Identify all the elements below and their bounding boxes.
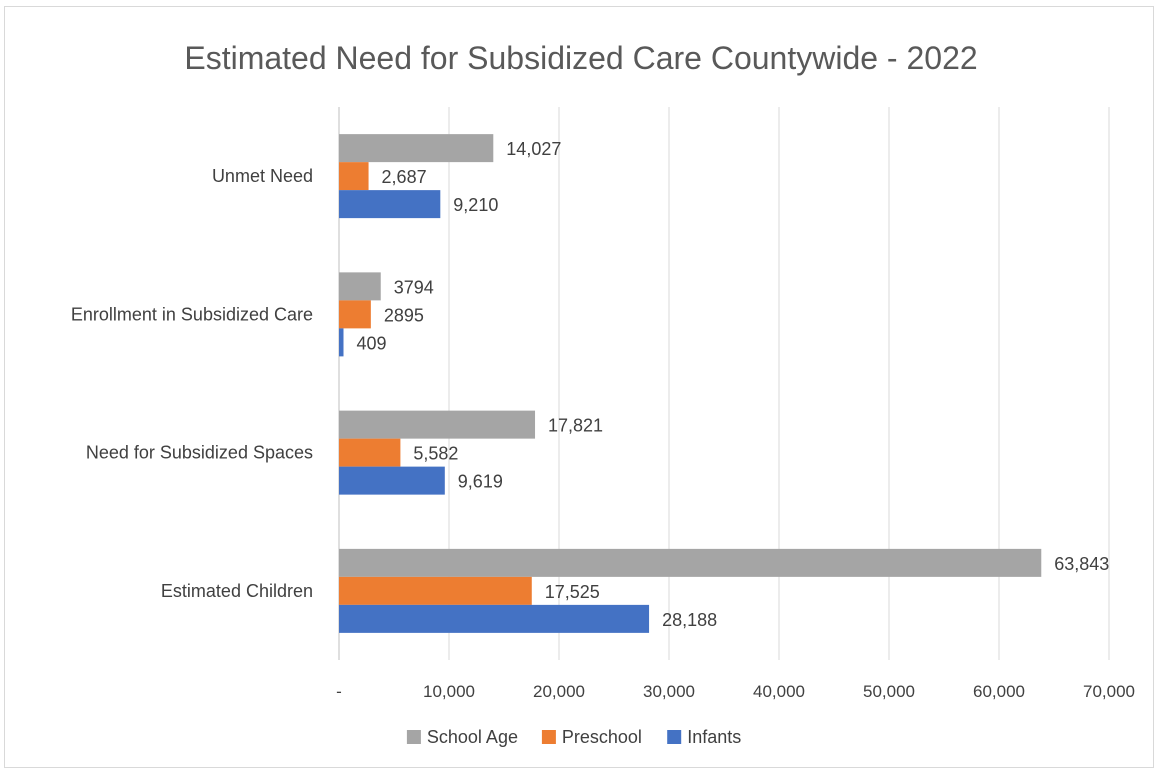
bar-preschool (339, 576, 532, 605)
x-tick-label: 20,000 (533, 682, 585, 701)
data-label: 2,687 (382, 167, 427, 187)
category-label: Enrollment in Subsidized Care (71, 304, 313, 324)
x-tick-label: 60,000 (973, 682, 1025, 701)
data-label: 63,843 (1054, 554, 1109, 574)
data-label: 14,027 (506, 139, 561, 159)
category-label: Need for Subsidized Spaces (86, 443, 313, 463)
bar-preschool (339, 300, 371, 329)
bar-preschool (339, 438, 401, 467)
data-label: 2895 (384, 305, 424, 325)
x-tick-labels: - 10,000 20,000 30,000 40,000 50,000 60,000 70,… (336, 682, 1135, 701)
legend: School Age Preschool Infants (406, 727, 741, 747)
x-tick-label: - (336, 682, 342, 701)
bar-school-age (339, 548, 1042, 577)
x-tick-label: 10,000 (423, 682, 475, 701)
data-label: 17,821 (548, 416, 603, 436)
chart-title: Estimated Need for Subsidized Care Count… (184, 40, 977, 76)
bar-infants (339, 466, 445, 495)
bar-infants (339, 328, 344, 357)
bar-school-age (339, 272, 381, 301)
x-tick-label: 30,000 (643, 682, 695, 701)
bar-school-age (339, 410, 536, 439)
bar-preschool (339, 162, 369, 191)
legend-swatch (406, 730, 421, 744)
x-tick-label: 40,000 (753, 682, 805, 701)
legend-label: Infants (687, 727, 741, 747)
x-tick-label: 70,000 (1083, 682, 1135, 701)
legend-label: School Age (427, 727, 518, 747)
data-label: 409 (356, 333, 386, 353)
data-label: 28,188 (662, 610, 717, 630)
legend-label: Preschool (562, 727, 642, 747)
category-label: Unmet Need (212, 166, 313, 186)
chart-frame (4, 6, 1154, 768)
data-label: 9,210 (453, 195, 498, 215)
bar-infants (339, 190, 441, 219)
bar-infants (339, 604, 650, 633)
category-labels: Unmet Need Enrollment in Subsidized Care N… (71, 166, 313, 601)
data-label: 9,619 (458, 472, 503, 492)
bars: 14,027 2,687 9,210 3794 2895 409 17,821 5,5829,… (339, 134, 1109, 633)
data-label: 3794 (394, 277, 434, 297)
category-label: Estimated Children (161, 581, 313, 601)
bar-school-age (339, 134, 494, 163)
data-label: 17,525 (545, 582, 600, 602)
legend-swatch (541, 730, 556, 744)
data-label: 5,582 (413, 444, 458, 464)
legend-swatch (667, 730, 682, 744)
x-tick-label: 50,000 (863, 682, 915, 701)
